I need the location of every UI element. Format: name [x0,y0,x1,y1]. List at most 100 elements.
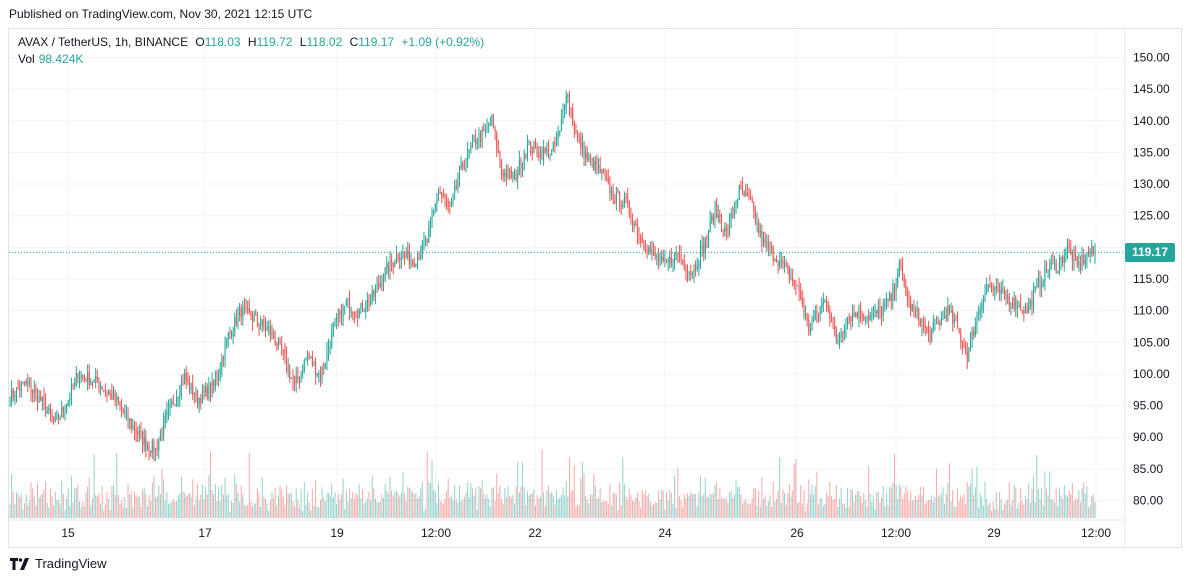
volume-bar [389,476,391,518]
candle-body [383,279,385,286]
volume-bar [653,504,655,518]
candle-body [743,191,745,196]
volume-bar [326,492,328,518]
candle-body [226,338,228,344]
volume-bar [300,488,302,518]
candle-body [176,398,178,405]
candle-body [342,306,344,321]
volume-bar [614,492,616,518]
volume-bar [349,488,351,518]
candle-body [412,259,414,262]
candle-body [36,392,38,403]
candle-body [698,263,700,267]
candle-body [326,351,328,363]
volume-bar [580,478,582,518]
volume-bar [412,491,414,518]
candle-body [654,252,656,257]
volume-bar [444,498,446,518]
high-label: H [247,35,257,49]
candle-body [981,304,983,309]
volume-bar [591,495,593,518]
volume-bar [961,498,963,518]
volume-bar [1015,487,1017,518]
volume-bar [426,451,428,518]
candle-body [457,181,459,189]
volume-bar [24,503,26,518]
volume-bar [670,492,672,518]
candle-body [28,382,30,384]
volume-bar [921,495,923,518]
candle-body [313,362,315,366]
candle-body [628,200,630,215]
volume-bar [796,502,798,518]
volume-bar [682,507,684,518]
candle-body [551,149,553,155]
candle-body [856,313,858,318]
volume-bar [75,487,77,518]
volume-bar [1075,498,1077,518]
volume-bar [505,497,507,518]
volume-bar [746,503,748,518]
volume-bar [205,487,207,518]
volume-bar [784,492,786,518]
candle-body [704,238,706,254]
volume-bar [638,500,640,518]
volume-bar [931,495,933,518]
volume-bar [999,491,1001,518]
volume-bar [536,495,538,518]
volume-bar [1060,495,1062,518]
candle-body [554,142,556,145]
candle-body [575,129,577,132]
price-axis[interactable]: 80.00 85.00 90.00 95.00 100.00 105.00 110.00 11… [1133,51,1170,508]
volume-bar [242,494,244,518]
candle-body [796,285,798,287]
candle-body [641,237,643,244]
candle-body [484,129,486,131]
candle-body [119,402,121,405]
tradingview-brand[interactable]: TradingView [10,556,107,571]
candle-body [670,257,672,265]
candle-body [195,390,197,396]
volume-bar [944,503,946,518]
volume-bar [357,494,359,518]
candle-body [580,136,582,148]
candle-body [716,202,718,218]
candle-body [779,261,781,267]
volume-bar [929,499,931,518]
volume-bar [176,501,178,518]
candle-body [287,367,289,370]
candle-body [871,314,873,316]
candle-body [366,300,368,309]
candle-body [801,299,803,305]
price-tick-label: 115.00 [1133,272,1169,286]
volume-bar [724,499,726,518]
candle-body [533,143,535,153]
volume-bar [208,475,210,518]
candle-body [441,193,443,196]
candle-body [821,304,823,307]
volume-bar [266,503,268,518]
candle-body [64,410,66,412]
volume-bar [735,479,737,518]
volume-bar [973,494,975,518]
candle-body [594,160,596,171]
volume-bar [897,498,899,518]
candle-body [892,284,894,301]
candle-body [876,310,878,314]
volume-bar [969,483,971,518]
candle-body [944,315,946,317]
volume-bar [235,483,237,518]
candle-body [407,250,409,258]
volume-bar [1016,508,1018,518]
volume-bar [544,506,546,518]
candle-body [536,147,538,156]
volume-bar [408,487,410,518]
candle-body [185,373,187,381]
volume-bar [137,497,139,518]
candle-body [227,332,229,339]
candle-body [386,263,388,269]
candle-body [499,151,501,164]
time-axis[interactable]: 15 17 19 12:00 22 24 26 12:00 29 12:00 [61,526,1111,540]
volume-bar [25,494,27,518]
